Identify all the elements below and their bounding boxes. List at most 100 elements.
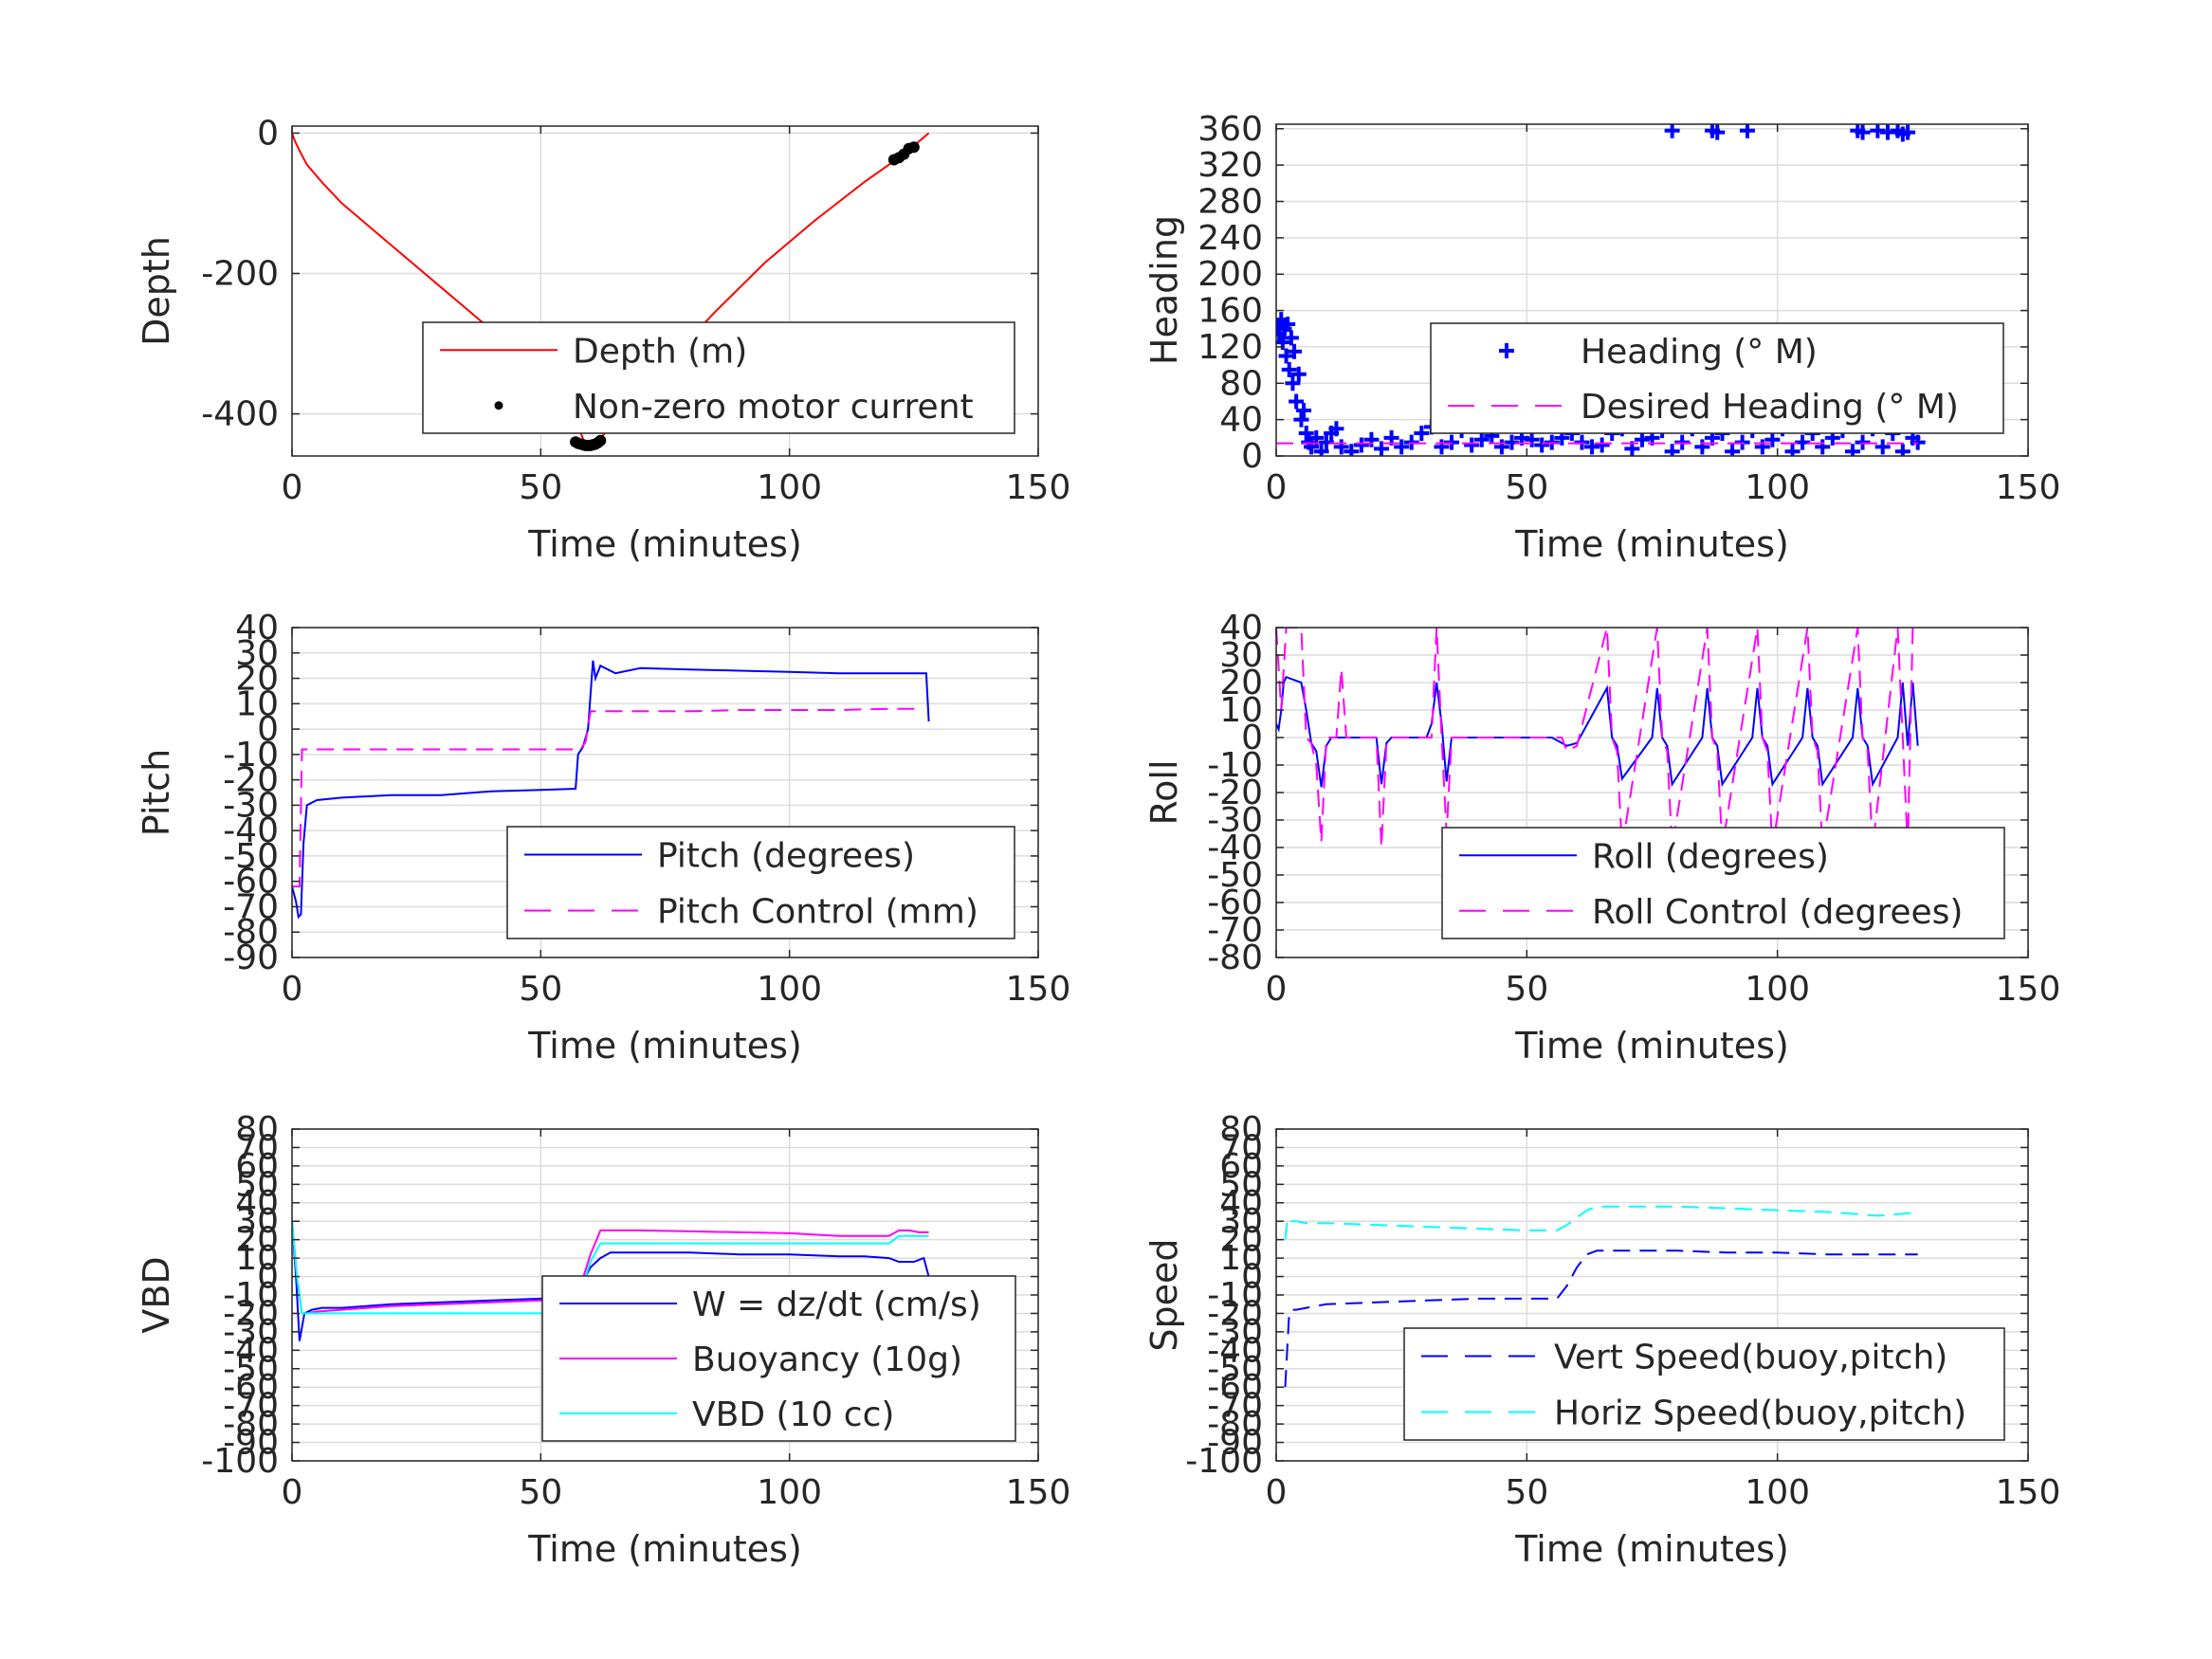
y-tick-label: 20 [1219, 664, 1263, 702]
y-tick-label: 30 [235, 1202, 279, 1241]
x-tick-label: 100 [757, 468, 822, 507]
data-point [1298, 426, 1314, 442]
y-tick-label: -70 [1207, 911, 1263, 950]
legend-label: Depth (m) [573, 332, 747, 371]
data-point [1285, 375, 1301, 392]
data-point [1344, 444, 1360, 456]
y-tick-label: -50 [223, 1350, 279, 1389]
y-tick-label: 20 [235, 1221, 279, 1260]
x-tick-label: 0 [1266, 468, 1288, 507]
legend: Roll (degrees) Roll Control (degrees) [1441, 827, 2005, 939]
y-tick-label: 30 [235, 634, 279, 673]
data-point [1280, 316, 1296, 332]
series-line [1276, 628, 1914, 848]
series-group [1284, 1205, 1918, 1388]
axes-frame [291, 627, 1039, 958]
series-vbd-1 [292, 1221, 929, 1315]
y-tick-label: -10 [223, 736, 279, 775]
y-tick-label: 0 [257, 710, 279, 749]
chart-pitch: 0 50 100 150-90-80-70-60-50-40-30-20-100102… [136, 609, 1070, 1066]
legend-label: Desired Heading (° M) [1581, 388, 1959, 427]
data-point [1304, 439, 1320, 455]
data-point [1414, 426, 1430, 442]
x-axis-label: Time (minutes) [1514, 1528, 1789, 1570]
data-point [1874, 439, 1891, 455]
y-tick-label: -80 [1207, 939, 1263, 977]
y-tick-label: -80 [223, 913, 279, 952]
data-point [1855, 124, 1871, 140]
y-tick-label: 40 [235, 609, 279, 647]
data-point [1594, 437, 1610, 453]
legend-box [1430, 322, 2004, 434]
y-tick-label: -10 [1207, 746, 1263, 785]
y-tick-label: -60 [1207, 884, 1263, 922]
data-point [1894, 444, 1910, 456]
x-axis-label: Time (minutes) [527, 1528, 802, 1570]
data-point [1290, 366, 1307, 382]
y-tick-label: -50 [1207, 1350, 1263, 1389]
y-axis-label: Heading [1143, 215, 1185, 365]
y-axis-label: Speed [1143, 1238, 1185, 1351]
y-tick-label: -70 [1207, 1387, 1263, 1426]
data-point [1739, 124, 1755, 138]
data-point [1296, 403, 1312, 419]
y-tick-label: -10 [1207, 1276, 1263, 1315]
x-tick-label: 150 [1996, 468, 2061, 507]
y-tick-label: -30 [1207, 1313, 1263, 1352]
x-axis-label: Time (minutes) [1514, 1025, 1789, 1066]
y-tick-label: -400 [201, 395, 279, 434]
data-point [1534, 437, 1550, 453]
y-tick-label: -10 [223, 1276, 279, 1315]
x-tick-label: 0 [282, 468, 303, 507]
data-point [1353, 437, 1369, 453]
y-tick-label: -100 [201, 1442, 279, 1481]
y-tick-label: -40 [223, 1331, 279, 1370]
x-tick-label: 100 [1745, 468, 1810, 507]
y-tick-label: -80 [1207, 1405, 1263, 1444]
y-tick-label: -20 [223, 761, 279, 800]
x-tick-label: 0 [1266, 1473, 1288, 1512]
data-point [1664, 124, 1680, 138]
y-tick-label: 10 [1219, 691, 1263, 730]
data-point [1754, 439, 1770, 455]
data-point [1764, 431, 1781, 447]
legend-box [1403, 1327, 2005, 1441]
y-tick-label: 60 [1219, 1147, 1263, 1186]
data-point [907, 141, 920, 154]
y-tick-label: 30 [1219, 1202, 1263, 1241]
data-point [1283, 330, 1299, 346]
data-point [1664, 444, 1680, 456]
x-tick-label: 50 [1505, 970, 1548, 1009]
chart-speed: 0 50 100 150-100-90-80-70-60-50-40-30-20-10… [1143, 1110, 2060, 1570]
y-tick-label: 200 [1197, 255, 1263, 294]
x-tick-label: 100 [757, 1473, 822, 1512]
y-tick-label: -30 [1207, 801, 1263, 840]
data-point [1278, 348, 1294, 364]
legend-swatch [1499, 343, 1514, 358]
y-tick-label: -70 [223, 1387, 279, 1426]
legend-label: W = dz/dt (cm/s) [692, 1285, 981, 1324]
y-tick-label: 0 [1241, 719, 1263, 757]
legend-label: Heading (° M) [1581, 333, 1818, 372]
y-tick-label: 0 [257, 114, 279, 153]
data-point [1464, 437, 1480, 453]
series-depth-1 [570, 141, 920, 451]
series-line [292, 1221, 929, 1315]
series-group [1276, 124, 1926, 456]
legend: Vert Speed(buoy,pitch) Horiz Speed(buoy,p… [1403, 1327, 2005, 1441]
y-tick-label: -20 [223, 1294, 279, 1333]
legend-swatch [494, 401, 503, 410]
data-point [1287, 343, 1303, 359]
y-tick-label: -40 [1207, 1331, 1263, 1370]
data-point [1281, 361, 1297, 377]
y-tick-label: 10 [235, 1239, 279, 1278]
x-tick-label: 50 [519, 1473, 562, 1512]
x-tick-label: 150 [1006, 468, 1071, 507]
y-tick-label: 360 [1197, 110, 1263, 149]
axes-frame [1275, 123, 2029, 457]
x-tick-label: 150 [1996, 970, 2061, 1009]
y-tick-label: -60 [1207, 1368, 1263, 1407]
y-tick-label: -70 [223, 887, 279, 926]
x-tick-label: 100 [1745, 1473, 1810, 1512]
